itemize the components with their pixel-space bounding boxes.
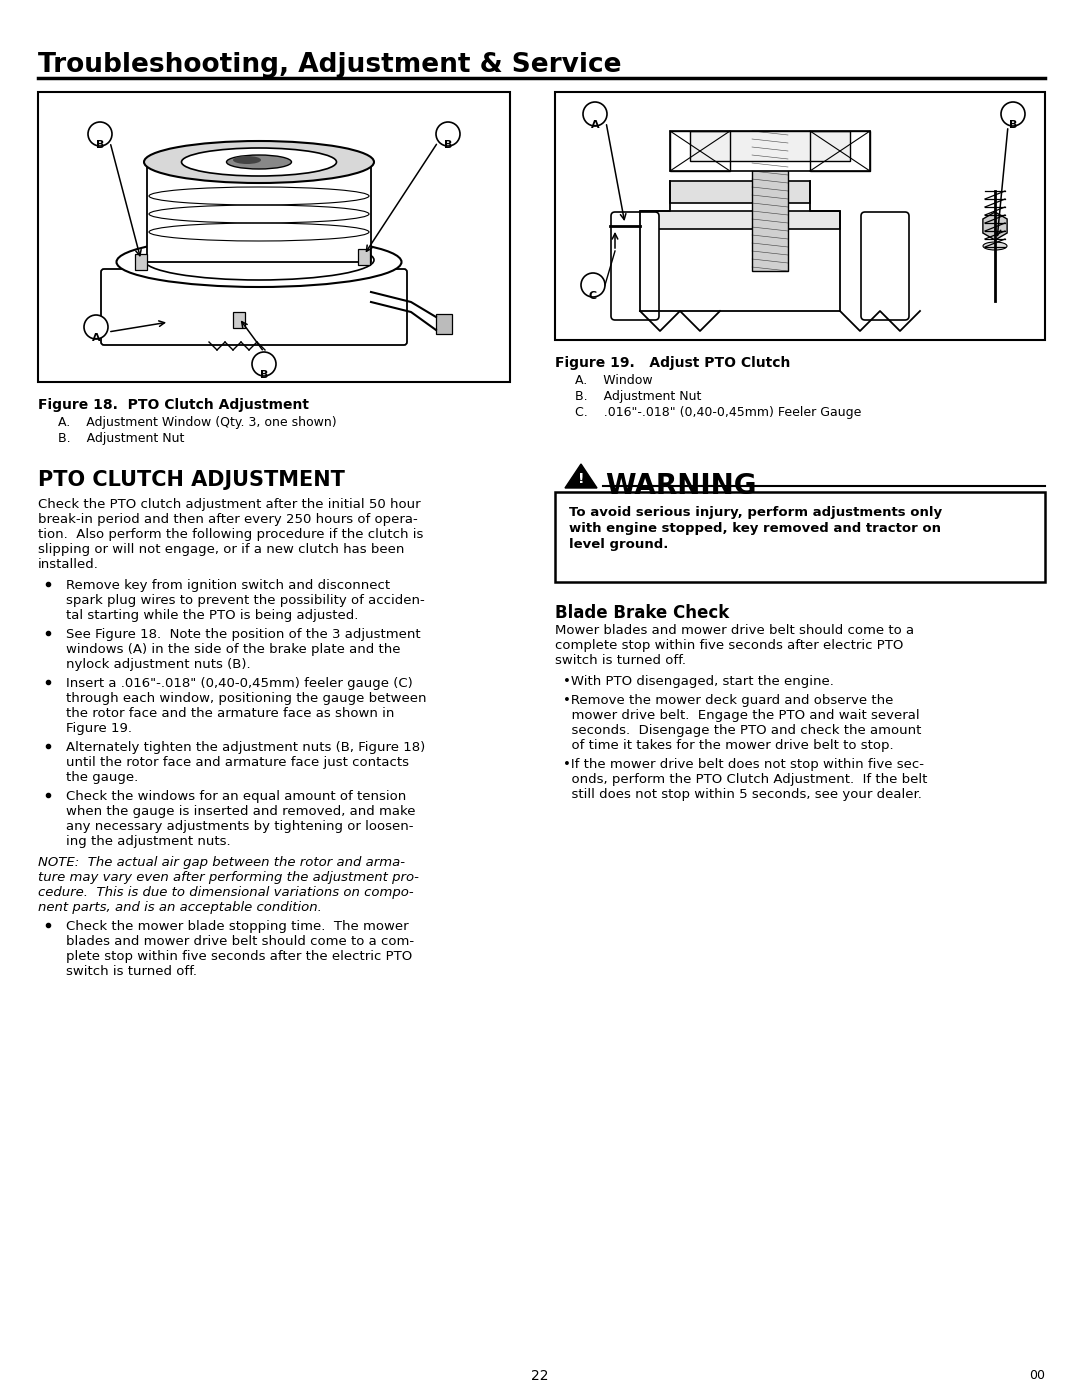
Bar xyxy=(670,131,730,170)
Bar xyxy=(670,182,810,203)
Text: Figure 19.: Figure 19. xyxy=(66,722,132,735)
Text: •If the mower drive belt does not stop within five sec-: •If the mower drive belt does not stop w… xyxy=(563,759,924,771)
Text: 00: 00 xyxy=(1029,1369,1045,1382)
Text: nylock adjustment nuts (B).: nylock adjustment nuts (B). xyxy=(66,658,251,671)
Circle shape xyxy=(252,352,276,376)
Text: !: ! xyxy=(578,472,584,486)
Bar xyxy=(436,314,453,334)
Text: ture may vary even after performing the adjustment pro-: ture may vary even after performing the … xyxy=(38,870,419,884)
Text: Troubleshooting, Adjustment & Service: Troubleshooting, Adjustment & Service xyxy=(38,52,621,78)
Circle shape xyxy=(583,102,607,126)
FancyBboxPatch shape xyxy=(102,270,407,345)
Text: B.    Adjustment Nut: B. Adjustment Nut xyxy=(58,432,185,446)
Text: installed.: installed. xyxy=(38,557,99,571)
Text: through each window, positioning the gauge between: through each window, positioning the gau… xyxy=(66,692,427,705)
Text: the rotor face and the armature face as shown in: the rotor face and the armature face as … xyxy=(66,707,394,719)
Polygon shape xyxy=(565,464,597,488)
Text: Mower blades and mower drive belt should come to a: Mower blades and mower drive belt should… xyxy=(555,624,914,637)
Bar xyxy=(752,131,788,271)
Text: until the rotor face and armature face just contacts: until the rotor face and armature face j… xyxy=(66,756,409,768)
Text: A.    Window: A. Window xyxy=(575,374,652,387)
Circle shape xyxy=(84,314,108,339)
Text: Alternately tighten the adjustment nuts (B, Figure 18): Alternately tighten the adjustment nuts … xyxy=(66,740,426,754)
Bar xyxy=(38,92,510,381)
Bar xyxy=(640,211,840,229)
Bar xyxy=(670,131,870,170)
Text: onds, perform the PTO Clutch Adjustment.  If the belt: onds, perform the PTO Clutch Adjustment.… xyxy=(563,773,928,787)
Text: tion.  Also perform the following procedure if the clutch is: tion. Also perform the following procedu… xyxy=(38,528,423,541)
Text: PTO CLUTCH ADJUSTMENT: PTO CLUTCH ADJUSTMENT xyxy=(38,469,345,490)
Ellipse shape xyxy=(117,237,402,286)
Ellipse shape xyxy=(181,148,337,176)
Bar xyxy=(233,312,245,328)
Text: spark plug wires to prevent the possibility of acciden-: spark plug wires to prevent the possibil… xyxy=(66,594,424,608)
Bar xyxy=(555,92,1045,339)
Text: B: B xyxy=(260,370,268,380)
Text: tal starting while the PTO is being adjusted.: tal starting while the PTO is being adju… xyxy=(66,609,359,622)
Text: B: B xyxy=(444,140,453,149)
Circle shape xyxy=(87,122,112,147)
Bar xyxy=(690,131,850,161)
Bar xyxy=(555,492,1045,583)
Text: with engine stopped, key removed and tractor on: with engine stopped, key removed and tra… xyxy=(569,522,941,535)
Circle shape xyxy=(581,272,605,298)
Text: NOTE:  The actual air gap between the rotor and arma-: NOTE: The actual air gap between the rot… xyxy=(38,856,405,869)
Text: nent parts, and is an acceptable condition.: nent parts, and is an acceptable conditi… xyxy=(38,901,322,914)
Text: B: B xyxy=(96,140,104,149)
Text: blades and mower drive belt should come to a com-: blades and mower drive belt should come … xyxy=(66,935,414,949)
Ellipse shape xyxy=(227,155,292,169)
Text: complete stop within five seconds after electric PTO: complete stop within five seconds after … xyxy=(555,638,903,652)
Text: slipping or will not engage, or if a new clutch has been: slipping or will not engage, or if a new… xyxy=(38,543,404,556)
FancyBboxPatch shape xyxy=(611,212,659,320)
Text: switch is turned off.: switch is turned off. xyxy=(66,965,197,978)
Ellipse shape xyxy=(983,242,1007,250)
Text: Figure 19.   Adjust PTO Clutch: Figure 19. Adjust PTO Clutch xyxy=(555,356,791,370)
Text: B.    Adjustment Nut: B. Adjustment Nut xyxy=(575,390,701,402)
Text: windows (A) in the side of the brake plate and the: windows (A) in the side of the brake pla… xyxy=(66,643,401,657)
Text: A.    Adjustment Window (Qty. 3, one shown): A. Adjustment Window (Qty. 3, one shown) xyxy=(58,416,337,429)
Bar xyxy=(147,162,372,263)
Text: break-in period and then after every 250 hours of opera-: break-in period and then after every 250… xyxy=(38,513,418,527)
Text: mower drive belt.  Engage the PTO and wait several: mower drive belt. Engage the PTO and wai… xyxy=(563,710,920,722)
Text: 22: 22 xyxy=(531,1369,549,1383)
Text: C.    .016"-.018" (0,40-0,45mm) Feeler Gauge: C. .016"-.018" (0,40-0,45mm) Feeler Gaug… xyxy=(575,407,862,419)
Text: A: A xyxy=(92,332,100,344)
FancyBboxPatch shape xyxy=(861,212,909,320)
Text: cedure.  This is due to dimensional variations on compo-: cedure. This is due to dimensional varia… xyxy=(38,886,414,900)
Bar xyxy=(810,131,870,170)
Text: •With PTO disengaged, start the engine.: •With PTO disengaged, start the engine. xyxy=(563,675,834,687)
Ellipse shape xyxy=(233,156,261,163)
Text: WARNING: WARNING xyxy=(605,472,756,500)
Bar xyxy=(357,249,370,265)
Circle shape xyxy=(1001,102,1025,126)
Text: level ground.: level ground. xyxy=(569,538,669,550)
Text: Remove key from ignition switch and disconnect: Remove key from ignition switch and disc… xyxy=(66,578,390,592)
Text: •Remove the mower deck guard and observe the: •Remove the mower deck guard and observe… xyxy=(563,694,893,707)
Text: seconds.  Disengage the PTO and check the amount: seconds. Disengage the PTO and check the… xyxy=(563,724,921,738)
Text: See Figure 18.  Note the position of the 3 adjustment: See Figure 18. Note the position of the … xyxy=(66,629,420,641)
Ellipse shape xyxy=(144,240,374,279)
Text: still does not stop within 5 seconds, see your dealer.: still does not stop within 5 seconds, se… xyxy=(563,788,922,800)
Text: B: B xyxy=(1009,120,1017,130)
Text: Check the windows for an equal amount of tension: Check the windows for an equal amount of… xyxy=(66,789,406,803)
Ellipse shape xyxy=(144,141,374,183)
Text: Check the PTO clutch adjustment after the initial 50 hour: Check the PTO clutch adjustment after th… xyxy=(38,497,420,511)
Text: Figure 18.  PTO Clutch Adjustment: Figure 18. PTO Clutch Adjustment xyxy=(38,398,309,412)
Text: To avoid serious injury, perform adjustments only: To avoid serious injury, perform adjustm… xyxy=(569,506,942,520)
Text: plete stop within five seconds after the electric PTO: plete stop within five seconds after the… xyxy=(66,950,413,963)
Text: Blade Brake Check: Blade Brake Check xyxy=(555,604,729,622)
Text: switch is turned off.: switch is turned off. xyxy=(555,654,686,666)
Text: of time it takes for the mower drive belt to stop.: of time it takes for the mower drive bel… xyxy=(563,739,893,752)
Text: the gauge.: the gauge. xyxy=(66,771,138,784)
Text: A: A xyxy=(591,120,599,130)
Text: any necessary adjustments by tightening or loosen-: any necessary adjustments by tightening … xyxy=(66,820,414,833)
Text: when the gauge is inserted and removed, and make: when the gauge is inserted and removed, … xyxy=(66,805,416,819)
Text: Check the mower blade stopping time.  The mower: Check the mower blade stopping time. The… xyxy=(66,921,408,933)
Text: ing the adjustment nuts.: ing the adjustment nuts. xyxy=(66,835,231,848)
Circle shape xyxy=(436,122,460,147)
Bar xyxy=(135,254,147,270)
Text: C: C xyxy=(589,291,597,300)
Text: Insert a .016"-.018" (0,40-0,45mm) feeler gauge (C): Insert a .016"-.018" (0,40-0,45mm) feele… xyxy=(66,678,413,690)
